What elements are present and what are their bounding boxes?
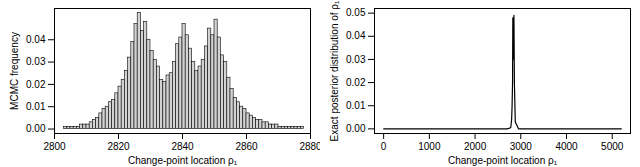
svg-text:0.04: 0.04 bbox=[26, 34, 46, 45]
svg-text:2860: 2860 bbox=[235, 141, 258, 152]
svg-text:3000: 3000 bbox=[510, 141, 533, 152]
svg-text:1000: 1000 bbox=[418, 141, 441, 152]
svg-text:0.02: 0.02 bbox=[26, 79, 46, 90]
svg-text:0: 0 bbox=[381, 141, 387, 152]
svg-text:0.01: 0.01 bbox=[26, 101, 46, 112]
svg-text:2880: 2880 bbox=[299, 141, 320, 152]
svg-text:MCMC frequency: MCMC frequency bbox=[9, 32, 20, 110]
svg-text:0.00: 0.00 bbox=[26, 123, 46, 134]
svg-text:2840: 2840 bbox=[171, 141, 194, 152]
svg-text:0.00: 0.00 bbox=[346, 123, 366, 134]
svg-text:2000: 2000 bbox=[464, 141, 487, 152]
svg-text:Change-point location ρ₁: Change-point location ρ₁ bbox=[448, 155, 558, 166]
svg-text:0.05: 0.05 bbox=[346, 7, 366, 18]
svg-text:5000: 5000 bbox=[601, 141, 624, 152]
svg-text:0.01: 0.01 bbox=[346, 100, 366, 111]
svg-text:0.03: 0.03 bbox=[346, 54, 366, 65]
svg-text:0.04: 0.04 bbox=[346, 30, 366, 41]
svg-text:Change-point location ρ₁: Change-point location ρ₁ bbox=[128, 155, 238, 166]
svg-text:2820: 2820 bbox=[107, 141, 130, 152]
svg-text:0.02: 0.02 bbox=[346, 77, 366, 88]
svg-text:2800: 2800 bbox=[43, 141, 66, 152]
svg-text:4000: 4000 bbox=[555, 141, 578, 152]
svg-text:Exact posterior distribution o: Exact posterior distribution of ρ₁ bbox=[329, 0, 340, 141]
svg-text:0.03: 0.03 bbox=[26, 56, 46, 67]
